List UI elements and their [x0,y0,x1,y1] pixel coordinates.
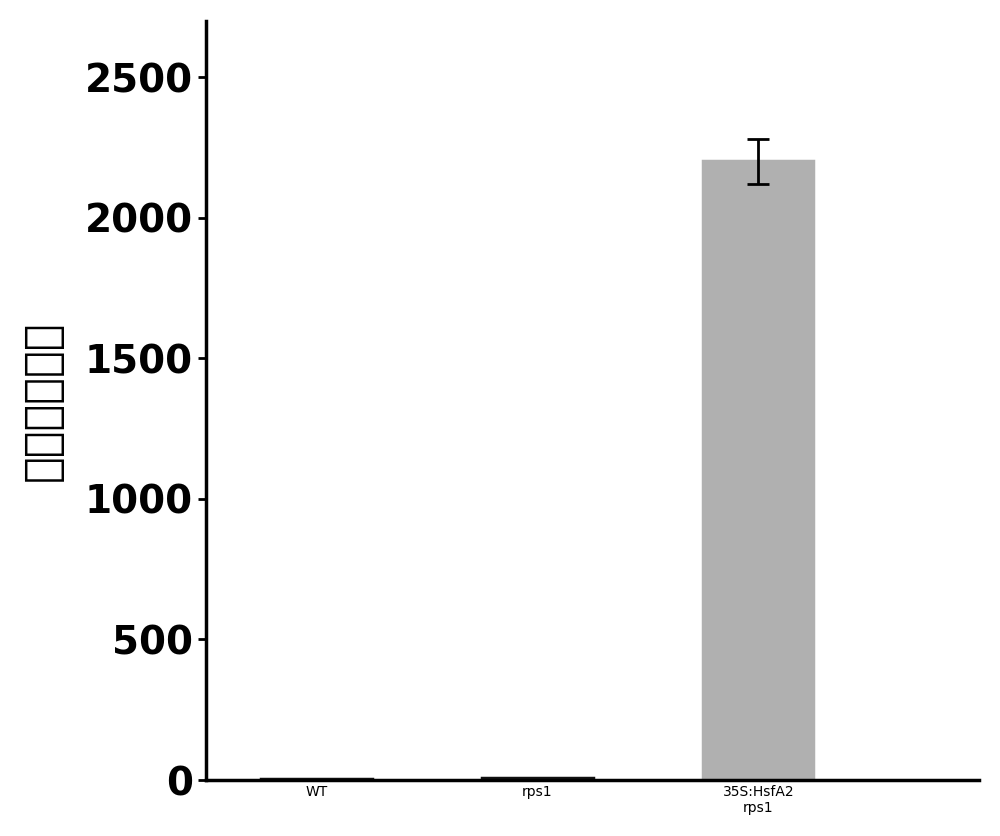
Bar [261,778,372,780]
Bar [482,777,593,780]
Y-axis label: 相对转录水平: 相对转录水平 [21,320,64,481]
Bar [703,161,813,780]
